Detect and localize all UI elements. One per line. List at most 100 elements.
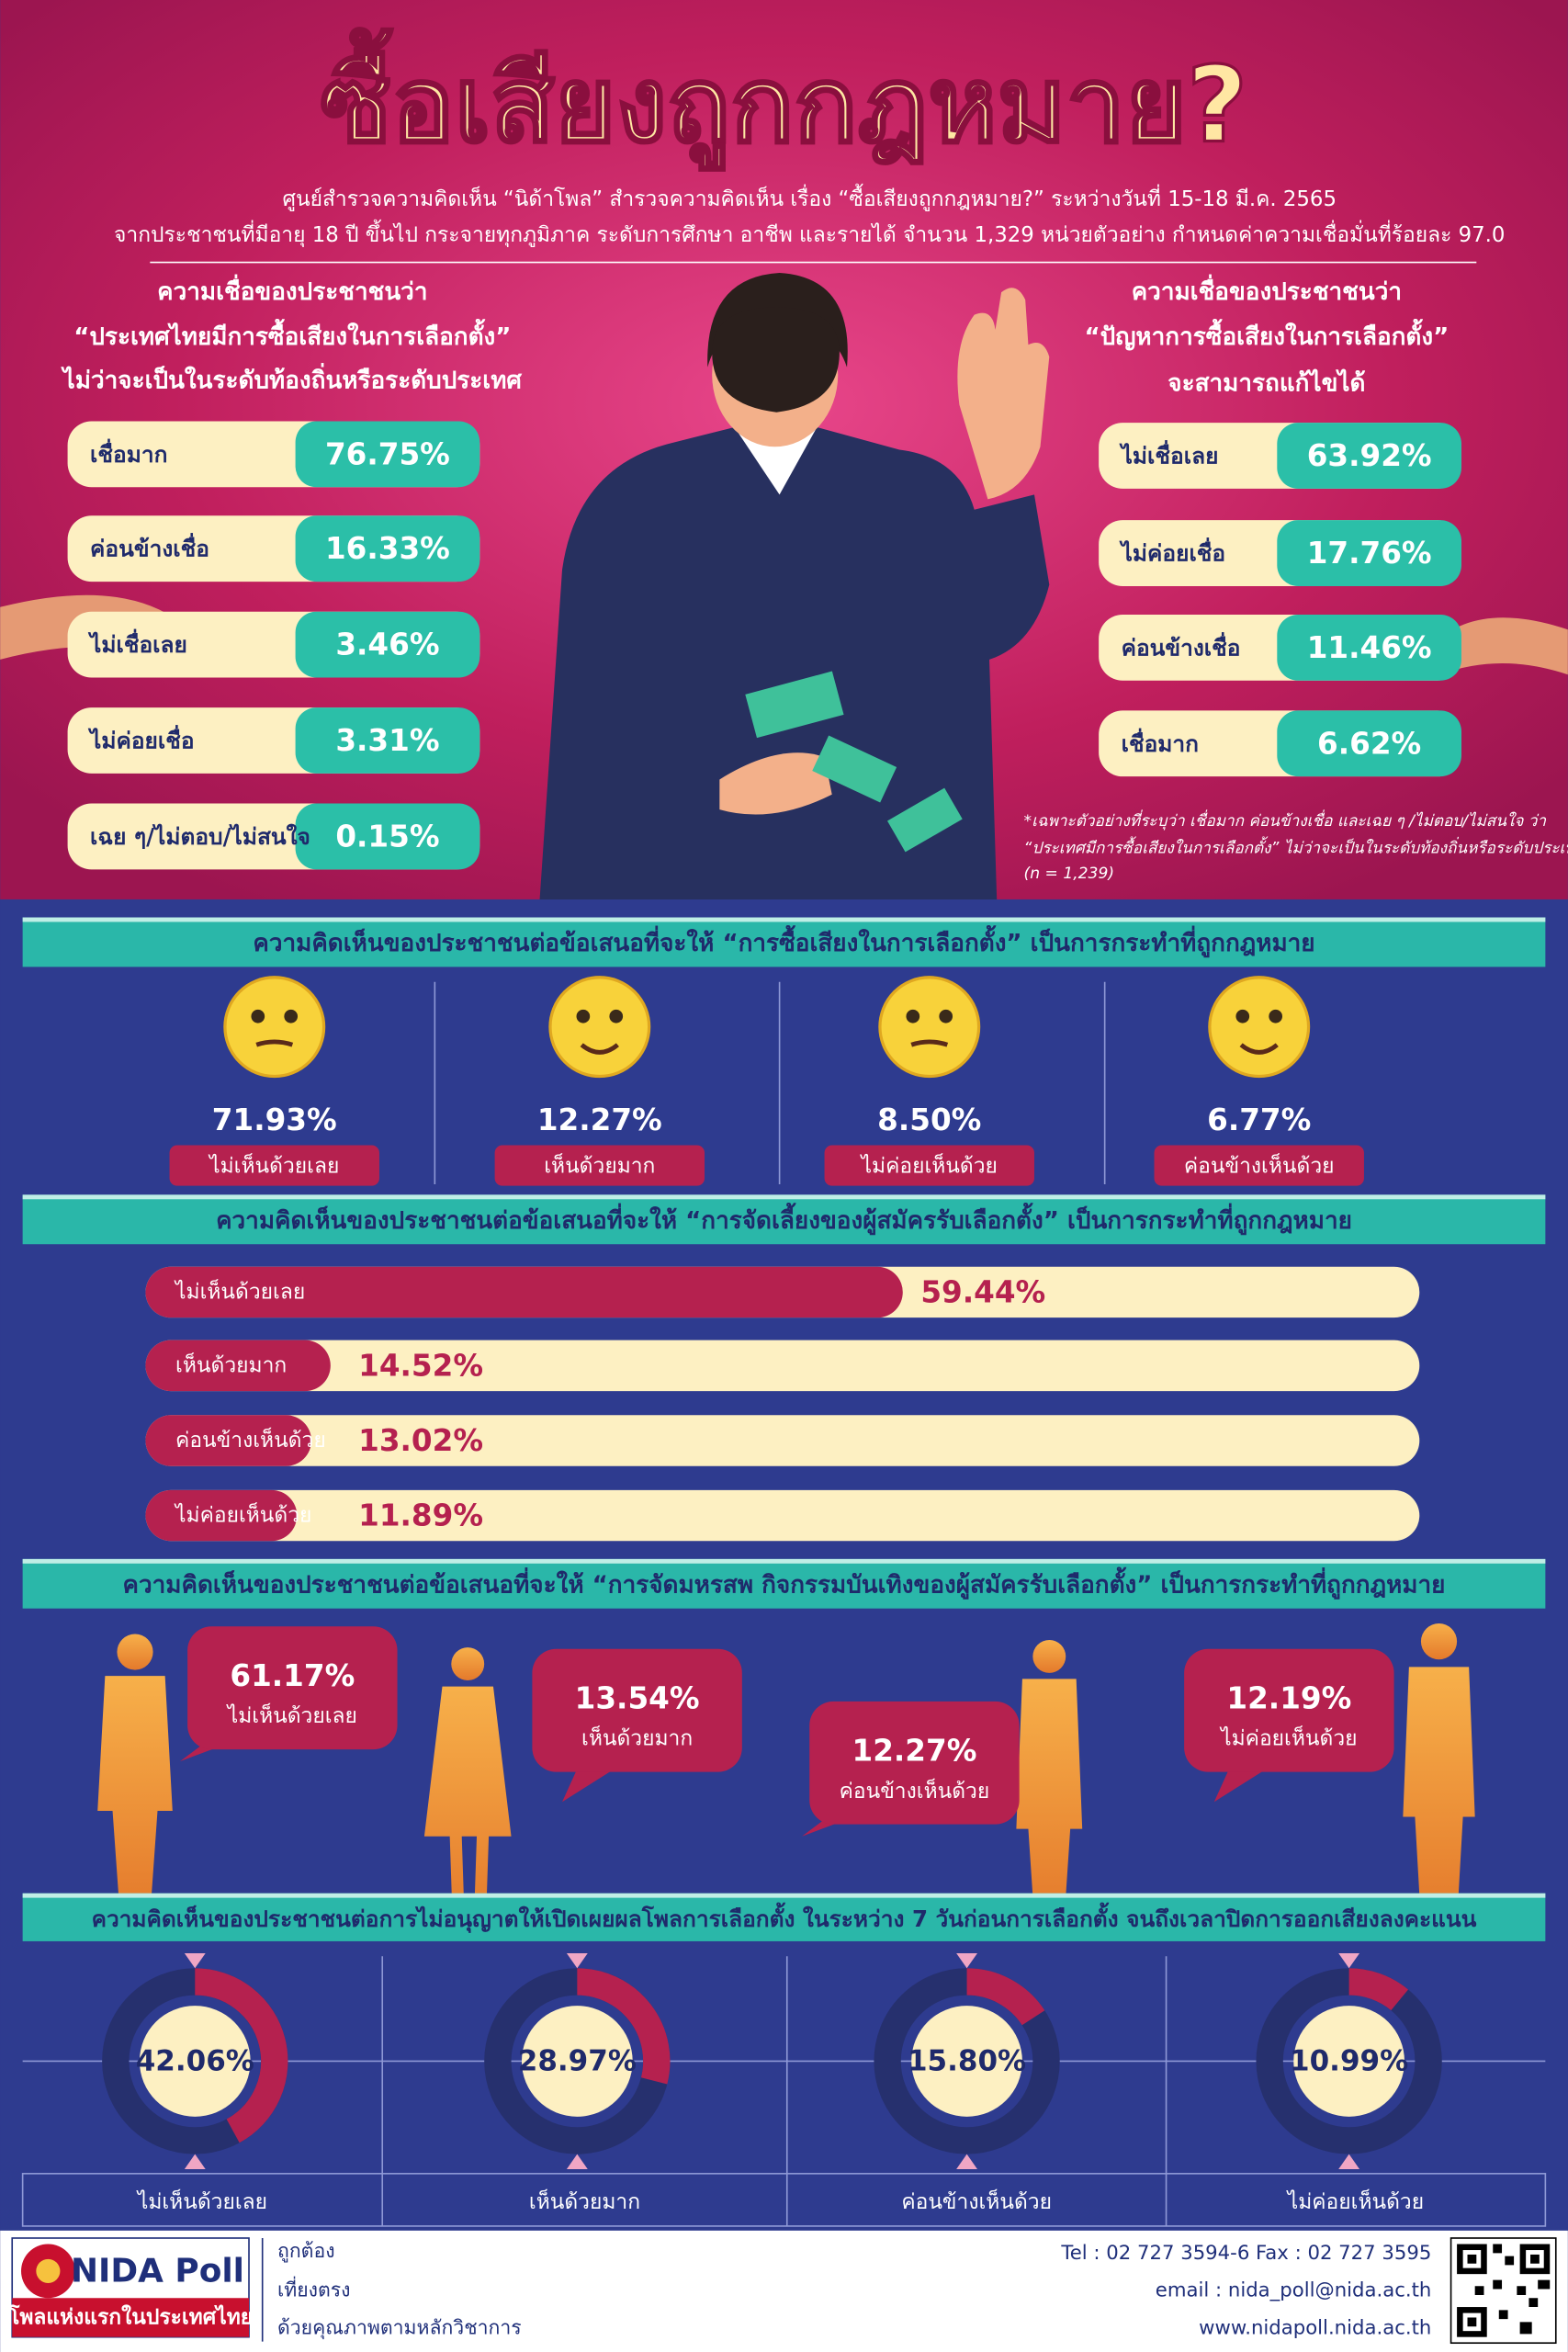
panel-title: ความเชื่อของประชาชนว่า — [1132, 274, 1402, 306]
value-box — [1277, 614, 1461, 681]
category-label: ไม่เห็นด้วยเลย — [226, 1702, 357, 1728]
people-part — [1420, 1623, 1458, 1660]
contact: www.nidapoll.nida.ac.th — [1199, 2316, 1431, 2339]
item-label: เชื่อมาก — [1122, 728, 1199, 757]
emoji — [548, 976, 651, 1079]
motto: ด้วยคุณภาพตามหลักวิชาการ — [277, 2316, 522, 2339]
bar-track — [145, 1415, 1420, 1466]
tagline: โพลแห่งแรกในประเทศไทย — [7, 2303, 253, 2329]
emoji — [878, 976, 981, 1079]
people-part — [1403, 1667, 1475, 1922]
motto: เที่ยงตรง — [277, 2277, 351, 2302]
value-label: 28.97% — [518, 2044, 637, 2077]
value-label: 17.76% — [1307, 536, 1432, 571]
donut-arc — [576, 1968, 671, 2085]
brand: NIDA Poll — [71, 2252, 244, 2290]
label-pill — [169, 1145, 379, 1186]
illustration-part — [539, 427, 1050, 899]
category-label: ค่อนข้างเห็นด้วย — [840, 1777, 990, 1804]
illustration-part — [812, 735, 897, 803]
bubble — [1184, 1648, 1394, 1772]
emoji — [223, 976, 326, 1079]
item-label: ไม่เชื่อเลย — [87, 628, 187, 658]
value-label: 13.02% — [358, 1423, 483, 1458]
section-header — [22, 917, 1546, 967]
section-header-accent — [22, 1893, 1546, 1898]
qr-code-part — [1467, 2254, 1477, 2264]
emoji-eye — [609, 1009, 624, 1023]
item-label: เชื่อมาก — [90, 438, 167, 468]
label-pill — [494, 1145, 705, 1186]
value-label: 6.77% — [1207, 1102, 1311, 1137]
people-part — [1016, 1679, 1083, 1919]
emoji-eye — [1269, 1009, 1283, 1023]
item-label: ไม่ค่อยเชื่อ — [1119, 537, 1226, 567]
section-header — [22, 1558, 1546, 1609]
illustration-part — [734, 427, 818, 495]
category-label: ไม่เห็นด้วยเลย — [136, 2188, 267, 2214]
value-label: 16.33% — [325, 531, 450, 566]
value-box — [295, 707, 480, 774]
value-label: 15.80% — [908, 2044, 1026, 2077]
section-title: ความคิดเห็นของประชาชนต่อข้อเสนอที่จะให้ … — [123, 1566, 1446, 1600]
illustration-part — [886, 787, 963, 853]
people-part — [97, 1676, 173, 1917]
section-title: ความคิดเห็นของประชาชนต่อข้อเสนอที่จะให้ … — [253, 924, 1314, 958]
section-header-accent — [22, 917, 1546, 922]
value-box — [295, 803, 480, 870]
illustration — [0, 272, 1568, 899]
emoji-eye — [906, 1009, 920, 1023]
category-label: เห็นด้วยมาก — [529, 2188, 640, 2214]
note: *เฉพาะตัวอย่างที่ระบุว่า เชื่อมาก ค่อนข้… — [1024, 809, 1548, 831]
category-label: ไม่ค่อยเห็นด้วย — [174, 1501, 311, 1528]
label-pill — [1154, 1145, 1364, 1186]
donut-center — [1293, 2006, 1404, 2117]
value-label: 13.54% — [575, 1681, 700, 1716]
emoji-face — [223, 976, 326, 1079]
value-label: 3.46% — [335, 628, 439, 662]
value-box — [295, 611, 480, 678]
qr-code-part — [1530, 2254, 1540, 2264]
people-part — [1032, 1639, 1066, 1673]
value-label: 12.19% — [1226, 1681, 1351, 1716]
bar — [145, 1266, 903, 1318]
label-pill — [824, 1145, 1034, 1186]
bar — [145, 1415, 312, 1466]
value-label: 12.27% — [537, 1102, 662, 1137]
emoji-face — [878, 976, 981, 1079]
category-label: เห็นด้วยมาก — [544, 1151, 655, 1178]
note: “ประเทศมีการซื้อเสียงในการเลือกตั้ง” ไม่… — [1024, 835, 1568, 857]
category-label: ไม่ค่อยเห็นด้วย — [1219, 1724, 1357, 1751]
emoji-mouth — [910, 1039, 949, 1047]
emoji-eye — [284, 1009, 299, 1023]
background-part — [0, 2230, 1568, 2352]
illustration-part — [1432, 617, 1568, 675]
category-label: ไม่เห็นด้วยเลย — [208, 1151, 339, 1178]
contact: email : nida_poll@nida.ac.th — [1156, 2279, 1432, 2302]
emoji-face — [1208, 976, 1311, 1079]
value-label: 61.17% — [230, 1658, 355, 1693]
item-label: ไม่ค่อยเชื่อ — [87, 725, 195, 754]
category-label: ค่อนข้างเห็นด้วย — [1184, 1151, 1335, 1178]
bubble-tail — [1213, 1769, 1267, 1803]
category-label: ไม่ค่อยเห็นด้วย — [860, 1151, 998, 1178]
donut-center — [911, 2006, 1022, 2117]
donut-arc — [194, 1968, 288, 2143]
value-label: 8.50% — [877, 1102, 981, 1137]
label-row — [21, 2173, 1547, 2227]
item-label: เฉย ๆ/ไม่ตอบ/ไม่สนใจ — [90, 823, 310, 850]
emoji-mouth — [580, 1043, 619, 1055]
value-box — [1277, 520, 1461, 586]
value-box — [295, 421, 480, 488]
contact: Tel : 02 727 3594-6 Fax : 02 727 3595 — [1060, 2242, 1431, 2265]
page-title: ซื้อเสียงถูกกฎหมาย? — [321, 28, 1247, 171]
value-label: 59.44% — [920, 1274, 1045, 1309]
category-label: ค่อนข้างเห็นด้วย — [175, 1426, 326, 1453]
panel-title: จะสามารถแก้ไขได้ — [1168, 368, 1365, 398]
value-label: 6.62% — [1317, 726, 1421, 761]
section-header-accent — [22, 1558, 1546, 1564]
people-part — [451, 1647, 485, 1681]
qr-code-part — [1467, 2317, 1477, 2327]
bar — [145, 1340, 331, 1392]
